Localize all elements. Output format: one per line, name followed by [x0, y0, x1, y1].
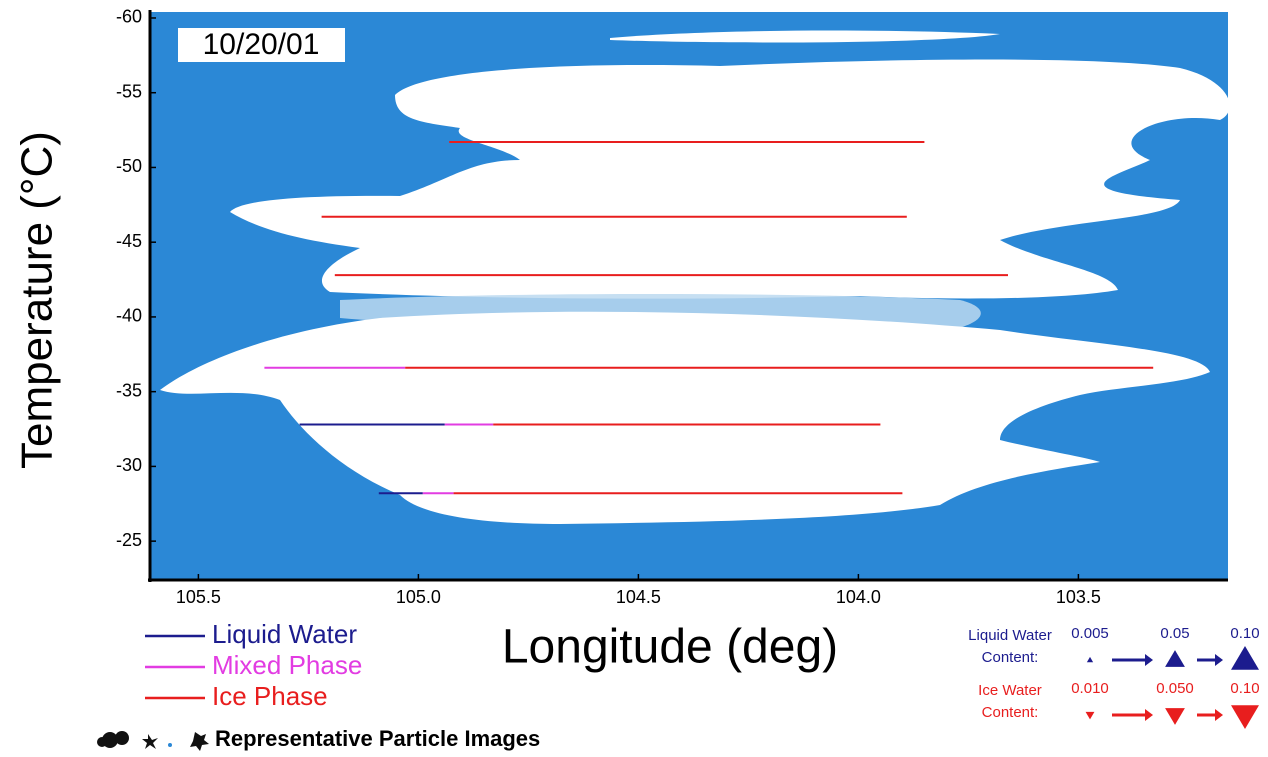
- particle-icons: [97, 731, 209, 751]
- x-tick-label: 105.0: [396, 587, 441, 607]
- size-legend-arrowhead: [1215, 654, 1223, 666]
- y-tick-label: -35: [116, 380, 142, 400]
- size-legend-label: Liquid Water: [968, 627, 1052, 644]
- y-axis-label: Temperature (°C): [13, 131, 62, 469]
- y-tick-label: -60: [116, 7, 142, 27]
- legend-label: Ice Phase: [212, 681, 328, 711]
- y-tick-label: -45: [116, 231, 142, 251]
- size-legend-value: 0.050: [1156, 680, 1194, 697]
- size-legend-value: 0.005: [1071, 625, 1109, 642]
- size-legend-arrowhead: [1145, 709, 1153, 721]
- x-axis-label: Longitude (deg): [502, 621, 838, 674]
- chart-title: 10/20/01: [203, 28, 320, 61]
- size-legend-value: 0.10: [1230, 680, 1259, 697]
- y-tick-label: -40: [116, 306, 142, 326]
- y-tick-label: -25: [116, 530, 142, 550]
- size-legend-marker: [1165, 650, 1185, 667]
- size-legend-label: Content:: [982, 649, 1039, 666]
- size-legend-value: 0.10: [1230, 625, 1259, 642]
- particle-caption: Representative Particle Images: [215, 726, 540, 751]
- size-legend-marker: [1086, 656, 1094, 663]
- size-legend-marker: [1231, 646, 1259, 670]
- cloud-lower: [160, 311, 1210, 524]
- size-legend-value: 0.05: [1160, 625, 1189, 642]
- cloud-upper: [230, 30, 1230, 299]
- x-tick-label: 104.0: [836, 587, 881, 607]
- date-box: [178, 28, 345, 62]
- size-legend-label: Content:: [982, 704, 1039, 721]
- size-legend-marker: [1085, 711, 1095, 720]
- size-legend-marker: [1231, 705, 1259, 729]
- size-legend-arrowhead: [1215, 709, 1223, 721]
- y-tick-label: -55: [116, 81, 142, 101]
- x-tick-label: 103.5: [1056, 587, 1101, 607]
- legend-label: Liquid Water: [212, 619, 357, 649]
- legend-label: Mixed Phase: [212, 650, 362, 680]
- size-legend-arrowhead: [1145, 654, 1153, 666]
- size-legend-label: Ice Water: [978, 682, 1042, 699]
- x-tick-label: 104.5: [616, 587, 661, 607]
- size-legend-marker: [1165, 708, 1185, 725]
- y-tick-label: -50: [116, 156, 142, 176]
- y-tick-label: -30: [116, 455, 142, 475]
- size-legend-value: 0.010: [1071, 680, 1109, 697]
- x-tick-label: 105.5: [176, 587, 221, 607]
